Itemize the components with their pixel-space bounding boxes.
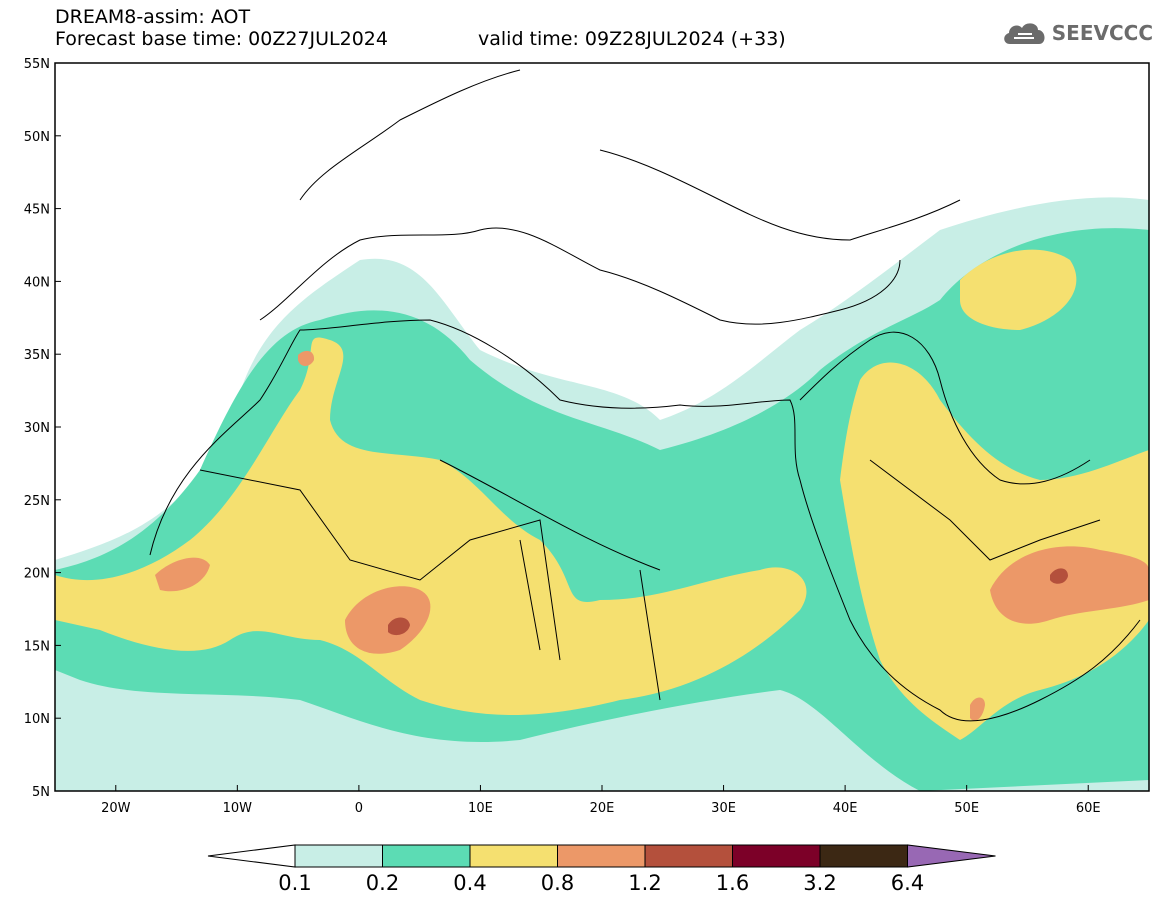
logo-text: SEEVCCC — [1051, 21, 1153, 45]
lat-tick-label: 30N — [24, 421, 50, 436]
lon-tick-label: 10W — [223, 801, 253, 816]
lat-tick-label: 35N — [24, 348, 50, 363]
map-title: DREAM8-assim: AOT — [55, 6, 251, 28]
coastlines — [149, 69, 1141, 722]
colorbar-swatch — [644, 844, 733, 868]
aot-band-0.8-yemen — [970, 697, 985, 721]
longitude-ticks: 20W 10W 0 10E 20E 30E 40E 50E 60E — [101, 785, 1101, 816]
aot-band-1.2 — [388, 617, 410, 636]
lon-tick-label: 40E — [833, 801, 858, 816]
lat-tick-label: 10N — [24, 712, 50, 727]
colorbar: 0.1 0.2 0.4 0.8 1.2 1.6 3.2 6.4 — [207, 844, 996, 895]
seevccc-logo: SEEVCCC — [1000, 18, 1153, 48]
aot-band-0.8-sahel — [345, 586, 431, 654]
colorbar-label: 3.2 — [803, 871, 836, 895]
latitude-ticks: 5N 10N 15N 20N 25N 30N 35N 40N 45N 50N 55N — [24, 57, 61, 800]
lon-tick-label: 10E — [468, 801, 493, 816]
aot-band-0.4-caspian — [960, 249, 1077, 330]
aot-band-0.4 — [55, 337, 807, 715]
aot-band-0.8-morocco — [298, 350, 315, 366]
cloud-icon — [1003, 23, 1045, 44]
colorbar-label: 0.2 — [366, 871, 399, 895]
colorbar-arrow-high — [907, 844, 996, 868]
colorbar-swatch — [732, 844, 821, 868]
aot-band-0.8-west — [155, 557, 210, 592]
colorbar-swatch — [382, 844, 471, 868]
lat-tick-label: 25N — [24, 494, 50, 509]
colorbar-label: 1.2 — [628, 871, 661, 895]
lon-tick-label: 60E — [1076, 801, 1101, 816]
aot-shading — [55, 197, 1149, 791]
lon-tick-label: 0 — [355, 801, 363, 816]
lat-tick-label: 20N — [24, 567, 50, 582]
lon-tick-label: 30E — [711, 801, 736, 816]
lat-tick-label: 40N — [24, 275, 50, 290]
lon-tick-label: 20W — [101, 801, 131, 816]
lat-tick-label: 15N — [24, 639, 50, 654]
aot-band-0.8-oman — [990, 546, 1149, 624]
colorbar-label: 1.6 — [716, 871, 749, 895]
colorbar-swatch — [557, 844, 646, 868]
colorbar-swatch — [469, 844, 558, 868]
colorbar-label: 6.4 — [891, 871, 924, 895]
colorbar-label: 0.4 — [453, 871, 486, 895]
colorbar-arrow-low — [207, 844, 296, 868]
lat-tick-label: 5N — [32, 785, 50, 800]
colorbar-swatch — [294, 844, 383, 868]
valid-time: valid time: 09Z28JUL2024 (+33) — [478, 28, 786, 50]
lat-tick-label: 55N — [24, 57, 50, 72]
lat-tick-label: 45N — [24, 203, 50, 218]
colorbar-swatch — [819, 844, 908, 868]
lon-tick-label: 50E — [954, 801, 979, 816]
colorbar-label: 0.8 — [541, 871, 574, 895]
lon-tick-label: 20E — [590, 801, 615, 816]
aot-band-1.2-oman — [1050, 568, 1068, 584]
colorbar-label: 0.1 — [278, 871, 311, 895]
forecast-base-time: Forecast base time: 00Z27JUL2024 — [55, 28, 388, 50]
lat-tick-label: 50N — [24, 130, 50, 145]
aot-band-0.4-arabia — [840, 362, 1149, 740]
